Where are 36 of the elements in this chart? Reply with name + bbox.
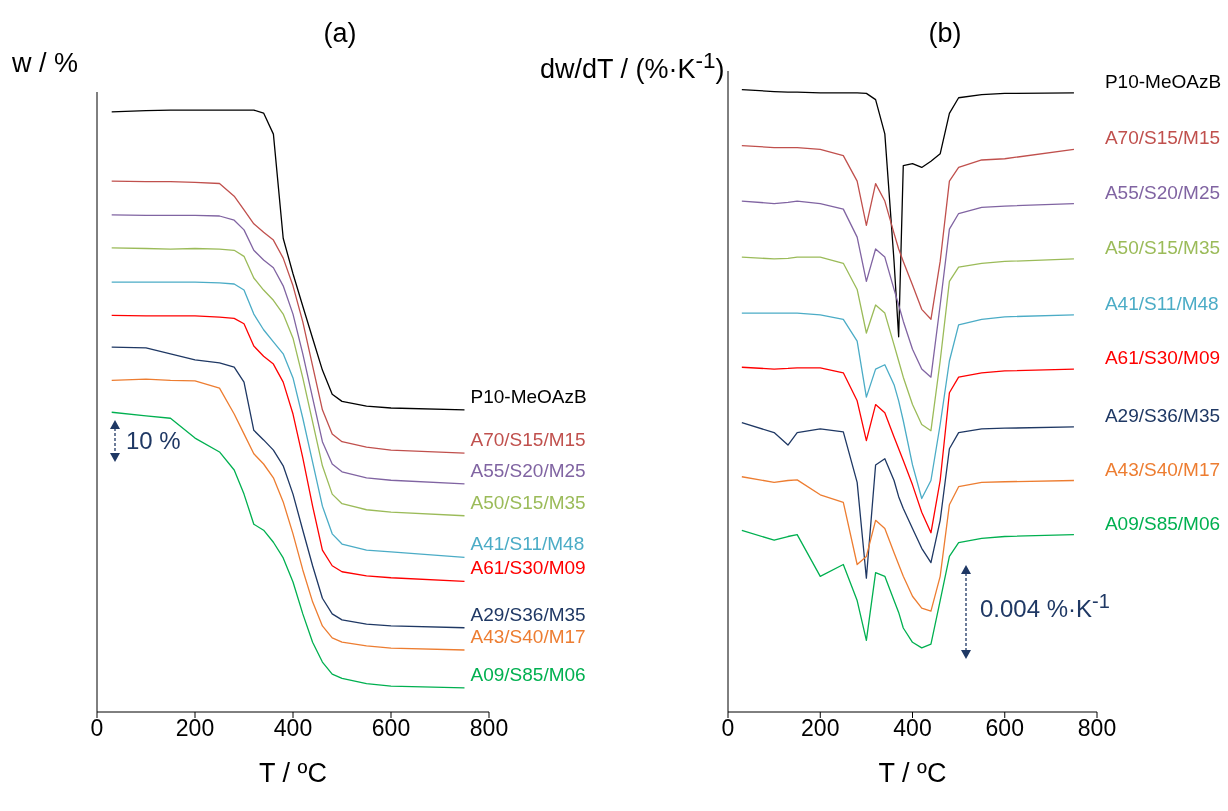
series-label: A29/S36/M35 <box>1104 404 1221 426</box>
chart-title: (b) <box>927 18 963 49</box>
series-label: A29/S36/M35 <box>470 603 586 625</box>
x-tick-label: 0 <box>90 715 104 742</box>
x-tick-label: 800 <box>469 715 509 742</box>
annotation: 10 % <box>126 427 181 455</box>
x-tick-label: 800 <box>1077 715 1117 742</box>
series-label: A70/S15/M15 <box>470 429 586 451</box>
x-tick-label: 0 <box>721 715 735 742</box>
series-label: A43/S40/M17 <box>1104 458 1221 480</box>
x-axis-title: T / ºC <box>878 758 947 788</box>
x-tick-label: 600 <box>371 715 411 742</box>
x-tick-label: 200 <box>801 715 840 742</box>
chart-title: (a) <box>322 18 358 49</box>
series-label: A09/S85/M06 <box>1104 512 1221 534</box>
y-axis-title: w / % <box>12 48 79 79</box>
series-label: A61/S30/M09 <box>470 557 586 579</box>
x-tick-label: 200 <box>175 715 215 742</box>
x-tick-label: 400 <box>273 715 313 742</box>
series-label: A43/S40/M17 <box>470 626 586 648</box>
series-label: A55/S20/M25 <box>470 459 586 481</box>
series-label: P10-MeOAzB <box>470 385 587 407</box>
annotation: 0.004 %·K$^{-1}$ <box>980 590 1110 623</box>
y-axis-title: dw/dT / (%·K$^{-1}$) <box>540 48 725 85</box>
series-label: A09/S85/M06 <box>470 663 586 685</box>
series-label: P10-MeOAzB <box>1104 70 1222 92</box>
series-label: A55/S20/M25 <box>1104 181 1221 203</box>
series-label: A61/S30/M09 <box>1104 347 1221 369</box>
series-label: A41/S11/M48 <box>470 533 585 555</box>
series-label: A50/S15/M35 <box>470 491 586 513</box>
series-label: A50/S15/M35 <box>1104 236 1221 258</box>
x-axis-title: T / ºC <box>259 758 327 788</box>
x-tick-label: 400 <box>893 715 932 742</box>
series-label: A41/S11/M48 <box>1104 292 1219 314</box>
x-tick-label: 600 <box>985 715 1024 742</box>
series-label: A70/S15/M15 <box>1104 127 1221 149</box>
